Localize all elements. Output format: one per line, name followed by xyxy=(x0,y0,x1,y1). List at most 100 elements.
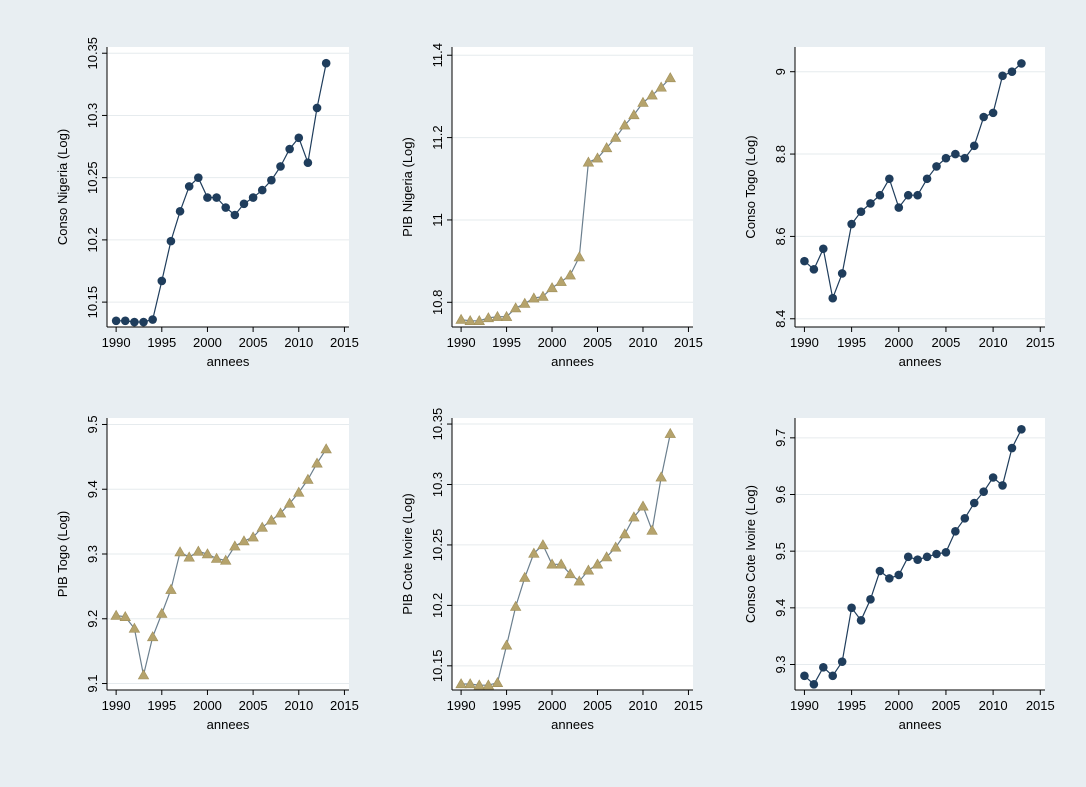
y-tick-label: 9 xyxy=(773,68,788,75)
data-point xyxy=(555,558,567,569)
data-point xyxy=(509,600,522,611)
x-tick-label: 1990 xyxy=(447,698,476,713)
data-point xyxy=(564,568,576,579)
data-point xyxy=(1007,67,1017,77)
data-point xyxy=(828,671,838,681)
y-tick-label: 11 xyxy=(430,213,445,227)
y-tick-label: 10.25 xyxy=(430,529,445,562)
data-point xyxy=(988,473,998,482)
data-point xyxy=(998,481,1007,490)
plot-area xyxy=(452,47,693,327)
data-point xyxy=(1017,425,1026,434)
data-point xyxy=(111,316,121,326)
data-point xyxy=(628,511,640,522)
y-tick-label: 9.3 xyxy=(85,545,100,563)
data-point xyxy=(922,552,932,562)
data-point xyxy=(148,315,157,324)
data-point xyxy=(455,678,467,689)
data-point xyxy=(856,616,866,625)
data-point xyxy=(941,548,951,557)
chart-panel-4: 1990 1995 2000 2005 2010 2015 9.1 9.2 9.3 9.4 9.5 a… xyxy=(55,415,359,732)
data-point xyxy=(1017,59,1026,68)
x-tick-label: 1995 xyxy=(147,698,176,713)
y-tick-label: 10.15 xyxy=(430,650,445,683)
data-point xyxy=(1007,443,1017,453)
data-point xyxy=(239,199,249,209)
x-axis-title: annees xyxy=(899,717,942,732)
data-point xyxy=(637,96,649,107)
y-tick-label: 10.35 xyxy=(430,408,445,441)
data-point xyxy=(573,575,586,586)
x-tick-label: 1990 xyxy=(447,335,476,350)
data-point xyxy=(146,631,159,642)
x-tick-label: 2005 xyxy=(239,698,268,713)
data-point xyxy=(537,539,549,550)
y-tick-label: 9.3 xyxy=(773,655,788,673)
data-point xyxy=(455,313,467,324)
y-tick-label: 10.15 xyxy=(85,286,100,319)
x-tick-label: 1990 xyxy=(790,698,819,713)
x-tick-label: 2000 xyxy=(884,698,913,713)
y-axis-title: Conso Nigeria (Log) xyxy=(55,129,70,245)
data-point xyxy=(192,545,205,556)
data-point xyxy=(519,297,531,308)
data-point xyxy=(491,676,504,687)
data-point xyxy=(119,611,131,622)
data-point xyxy=(537,290,549,301)
data-point xyxy=(294,133,304,143)
data-point xyxy=(257,185,267,195)
data-point xyxy=(238,535,250,546)
y-tick-label: 8.6 xyxy=(773,227,788,245)
y-tick-label: 11.4 xyxy=(430,43,445,67)
data-point xyxy=(120,316,130,326)
data-point xyxy=(500,310,513,321)
data-point xyxy=(856,207,866,217)
data-point xyxy=(293,486,305,497)
x-tick-label: 1995 xyxy=(147,335,176,350)
x-tick-label: 2010 xyxy=(979,698,1008,713)
data-point xyxy=(546,558,558,569)
x-axis-title: annees xyxy=(899,354,942,369)
data-point xyxy=(960,153,970,163)
data-point xyxy=(932,162,941,171)
data-point xyxy=(184,182,194,191)
y-tick-label: 11.2 xyxy=(430,125,445,149)
y-tick-label: 9.4 xyxy=(773,599,788,617)
data-point xyxy=(951,149,960,159)
data-point xyxy=(819,663,828,672)
data-point xyxy=(166,236,176,246)
data-point xyxy=(464,315,476,326)
data-point xyxy=(913,555,922,564)
x-tick-label: 1995 xyxy=(492,335,521,350)
y-tick-label: 8.4 xyxy=(773,310,788,328)
x-axis-title: annees xyxy=(207,717,250,732)
data-point xyxy=(157,276,167,286)
data-point xyxy=(482,312,495,323)
x-tick-label: 1995 xyxy=(837,698,866,713)
y-tick-label: 10.3 xyxy=(85,103,100,128)
data-point xyxy=(473,679,485,690)
data-point xyxy=(609,541,622,552)
data-point xyxy=(183,551,195,562)
data-point xyxy=(951,527,960,536)
y-axis-title: PIB Cote Ivoire (Log) xyxy=(400,493,415,614)
y-tick-label: 10.2 xyxy=(85,227,100,252)
y-tick-label: 9.4 xyxy=(85,480,100,498)
data-point xyxy=(203,193,212,202)
x-tick-label: 2010 xyxy=(284,698,313,713)
x-tick-label: 2010 xyxy=(284,335,313,350)
data-point xyxy=(828,293,838,303)
data-point xyxy=(500,639,513,650)
data-point xyxy=(321,58,331,68)
chart-panel-2: 1990 1995 2000 2005 2010 2015 10.8 11 11.2 11.4 an… xyxy=(400,43,703,369)
y-tick-label: 10.8 xyxy=(430,290,445,315)
data-point xyxy=(137,669,150,680)
data-point xyxy=(609,131,622,142)
y-tick-label: 10.2 xyxy=(430,593,445,618)
data-point xyxy=(913,190,922,200)
x-axis-title: annees xyxy=(207,354,250,369)
y-tick-label: 9.5 xyxy=(773,542,788,560)
data-point xyxy=(664,427,676,438)
data-point xyxy=(809,680,819,689)
